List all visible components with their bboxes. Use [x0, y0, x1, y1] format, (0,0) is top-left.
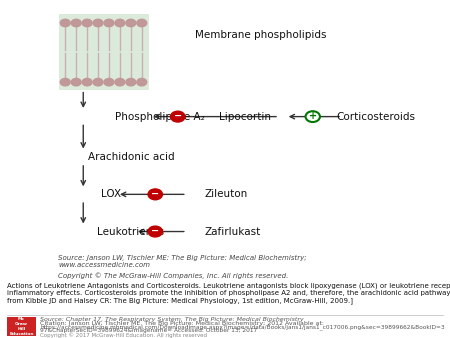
Text: Phospholipase A₂: Phospholipase A₂ [115, 112, 204, 122]
Circle shape [306, 111, 320, 122]
Text: −: − [174, 111, 182, 121]
Circle shape [71, 78, 81, 86]
Circle shape [93, 19, 103, 27]
Circle shape [82, 78, 92, 86]
Text: +: + [309, 111, 317, 121]
Text: Source: Janson LW, Tischler ME: The Big Picture: Medical Biochemistry;
www.acces: Source: Janson LW, Tischler ME: The Big … [58, 255, 307, 268]
Circle shape [104, 78, 114, 86]
Circle shape [137, 78, 147, 86]
Circle shape [60, 19, 70, 27]
FancyBboxPatch shape [58, 14, 148, 90]
FancyBboxPatch shape [7, 317, 36, 336]
Text: −: − [151, 226, 159, 236]
Circle shape [126, 19, 136, 27]
Circle shape [126, 78, 136, 86]
Text: Corticosteroids: Corticosteroids [336, 112, 415, 122]
Text: Leukotrienes: Leukotrienes [97, 226, 164, 237]
Text: Arachidonic acid: Arachidonic acid [88, 152, 175, 162]
Circle shape [60, 78, 70, 86]
Text: LOX: LOX [101, 189, 122, 199]
Text: Zileuton: Zileuton [205, 189, 248, 199]
Text: Mc
Graw
Hill
Education: Mc Graw Hill Education [9, 317, 34, 336]
Text: 97&ChapterSecID=39899624&imagename= Accessed: October 13, 2017: 97&ChapterSecID=39899624&imagename= Acce… [40, 328, 258, 333]
Circle shape [71, 19, 81, 27]
Text: −: − [151, 189, 159, 199]
Circle shape [148, 226, 162, 237]
Text: Citation: Janson LW, Tischler ME. The Big Picture: Medical Biochemistry; 2012 Av: Citation: Janson LW, Tischler ME. The Bi… [40, 321, 324, 326]
Text: Actions of Leukotriene Antagonists and Corticosteroids. Leukotriene antagonists : Actions of Leukotriene Antagonists and C… [7, 282, 450, 304]
Text: Copyright © The McGraw-Hill Companies, Inc. All rights reserved.: Copyright © The McGraw-Hill Companies, I… [58, 272, 289, 279]
Circle shape [148, 189, 162, 200]
Text: https://accessmedicine.mhmedical.com/Downloadimage.aspx?image=/data/Books/jans1/: https://accessmedicine.mhmedical.com/Dow… [40, 324, 445, 330]
Circle shape [115, 78, 125, 86]
Circle shape [82, 19, 92, 27]
Text: Membrane phospholipids: Membrane phospholipids [195, 30, 327, 41]
Text: Copyright © 2017 McGraw-Hill Education. All rights reserved: Copyright © 2017 McGraw-Hill Education. … [40, 332, 207, 338]
Circle shape [115, 19, 125, 27]
Text: Zafirlukast: Zafirlukast [205, 226, 261, 237]
Circle shape [171, 111, 185, 122]
Text: Lipocortin: Lipocortin [219, 112, 271, 122]
Circle shape [104, 19, 114, 27]
Circle shape [137, 19, 147, 27]
Text: Source: Chapter 17, The Respiratory System, The Big Picture: Medical Biochemistr: Source: Chapter 17, The Respiratory Syst… [40, 317, 304, 322]
Circle shape [93, 78, 103, 86]
